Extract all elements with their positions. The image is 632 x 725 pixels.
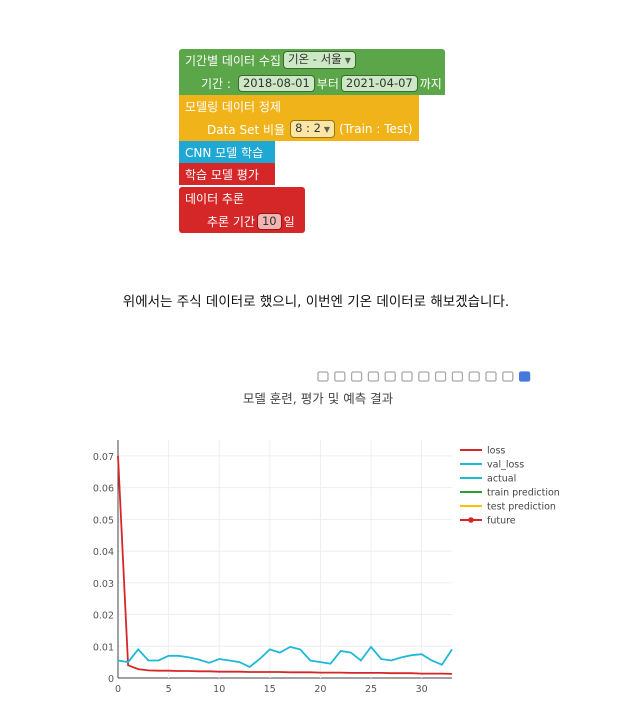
block-infer-period[interactable]: 추론 기간 10 일: [179, 209, 305, 233]
block-split-ratio[interactable]: Data Set 비율 8 : 2 ▼ (Train : Test): [179, 117, 419, 141]
infer-unit: 일: [283, 214, 295, 229]
legend-item[interactable]: train prediction: [460, 488, 560, 499]
y-tick-label: 0.02: [93, 611, 114, 622]
spike-lines-icon[interactable]: [468, 371, 480, 382]
start-date-field[interactable]: 2018-08-01: [238, 75, 314, 91]
zoom-icon-shape: [334, 371, 346, 382]
y-tick-label: 0.06: [93, 484, 114, 495]
y-tick-label: 0.03: [93, 579, 114, 590]
ratio-note: (Train : Test): [339, 122, 413, 136]
end-date-field[interactable]: 2021-04-07: [341, 75, 417, 91]
box-select-icon[interactable]: [367, 371, 380, 382]
legend-item[interactable]: actual: [460, 474, 516, 485]
plotly-logo-icon[interactable]: [518, 371, 531, 382]
legend-item[interactable]: future: [460, 516, 516, 527]
period-from-text: 부터: [316, 76, 339, 91]
region-dropdown-value: 기온 - 서울: [287, 52, 342, 66]
zoom-in-icon[interactable]: [401, 371, 413, 382]
hover-closest-icon-shape: [485, 371, 497, 382]
legend-label: loss: [487, 446, 505, 457]
pan-icon-shape: [350, 371, 363, 382]
caption-text: 위에서는 주식 데이터로 했으니, 이번엔 기온 데이터로 해보겠습니다.: [122, 294, 510, 310]
legend-label: actual: [487, 474, 516, 485]
y-tick-label: 0.07: [93, 452, 114, 463]
block-collect-data[interactable]: 기간별 데이터 수집 기온 - 서울 ▼: [179, 49, 445, 71]
reset-axes-icon-shape: [451, 371, 464, 382]
x-tick-label: 0: [115, 684, 121, 695]
x-tick-label: 15: [264, 684, 276, 695]
pan-icon[interactable]: [350, 371, 363, 382]
block-evaluate[interactable]: 학습 모델 평가: [179, 163, 275, 185]
chart-series: [117, 455, 453, 675]
x-tick-label: 20: [314, 684, 326, 695]
evaluate-label: 학습 모델 평가: [185, 167, 259, 182]
spike-lines-icon-shape: [468, 371, 480, 382]
x-tick-label: 5: [166, 684, 172, 695]
chart-gridlines: [117, 440, 452, 679]
legend-marker-icon: [468, 517, 474, 523]
x-tick-label: 25: [365, 684, 377, 695]
camera-icon[interactable]: [317, 371, 329, 382]
ratio-dropdown[interactable]: 8 : 2 ▼: [291, 121, 335, 137]
block-period[interactable]: 기간 : 2018-08-01 부터 2021-04-07 까지: [179, 71, 445, 95]
lasso-icon[interactable]: [384, 371, 396, 382]
legend-item[interactable]: loss: [460, 446, 505, 457]
period-until-text: 까지: [419, 76, 442, 91]
legend-item[interactable]: val_loss: [460, 460, 524, 471]
series-line-val-loss[interactable]: [117, 645, 453, 668]
x-tick-label: 10: [213, 684, 225, 695]
training-results-chart: 모델 훈련, 평가 및 예측 결과 00.010.020.030.040.050…: [93, 371, 560, 695]
chart-axes: 0 0.01 0.02 0.03 0.04 0.05 0.06 0.07 0 5 10 15 20 25 3…: [93, 440, 428, 695]
dropdown-caret-icon: ▼: [323, 125, 331, 134]
zoom-out-icon[interactable]: [418, 371, 430, 382]
region-dropdown[interactable]: 기온 - 서울 ▼: [283, 52, 355, 68]
ratio-label: Data Set 비율: [207, 122, 286, 137]
zoom-in-icon-shape: [401, 371, 413, 382]
infer-period-label: 추론 기간: [207, 214, 255, 229]
block-collect-label: 기간별 데이터 수집: [185, 53, 281, 68]
zoom-icon[interactable]: [334, 371, 346, 382]
period-label: 기간 :: [201, 76, 231, 91]
hover-closest-icon[interactable]: [485, 371, 497, 382]
lasso-icon-shape: [384, 371, 396, 382]
legend-label: train prediction: [487, 488, 560, 499]
zoom-out-icon-shape: [418, 371, 430, 382]
legend-label: val_loss: [487, 460, 524, 471]
hover-compare-icon-shape: [502, 371, 514, 382]
hover-compare-icon[interactable]: [502, 371, 514, 382]
autoscale-icon-shape: [434, 371, 447, 382]
dropdown-caret-icon: ▼: [344, 56, 351, 65]
y-tick-label: 0.04: [93, 547, 114, 558]
block-cnn-train[interactable]: CNN 모델 학습: [179, 141, 275, 163]
y-tick-label: 0.05: [93, 515, 114, 526]
x-tick-label: 30: [416, 684, 428, 695]
ratio-dropdown-value: 8 : 2: [295, 121, 321, 135]
infer-days-field[interactable]: 10: [257, 213, 281, 229]
y-tick-label: 0.01: [93, 642, 114, 653]
block-refine-data[interactable]: 모델링 데이터 정제: [179, 95, 419, 117]
series-line-loss[interactable]: [117, 455, 453, 675]
infer-label: 데이터 추론: [185, 191, 245, 206]
plotly-logo-icon-shape: [518, 371, 531, 382]
refine-label: 모델링 데이터 정제: [185, 99, 281, 114]
autoscale-icon[interactable]: [434, 371, 447, 382]
block-program: 기간별 데이터 수집 기온 - 서울 ▼ 기간 : 2018-08-01 부터 2…: [179, 49, 445, 233]
legend-label: test prediction: [487, 502, 556, 513]
legend-label: future: [487, 516, 516, 527]
legend-item[interactable]: test prediction: [460, 502, 556, 513]
camera-icon-shape: [317, 371, 329, 382]
plot-modebar: [317, 371, 531, 382]
reset-axes-icon[interactable]: [451, 371, 464, 382]
block-infer[interactable]: 데이터 추론: [179, 187, 305, 209]
cnn-label: CNN 모델 학습: [185, 145, 264, 160]
chart-title: 모델 훈련, 평가 및 예측 결과: [243, 391, 394, 406]
y-tick-label: 0: [108, 674, 114, 685]
box-select-icon-shape: [367, 371, 380, 382]
